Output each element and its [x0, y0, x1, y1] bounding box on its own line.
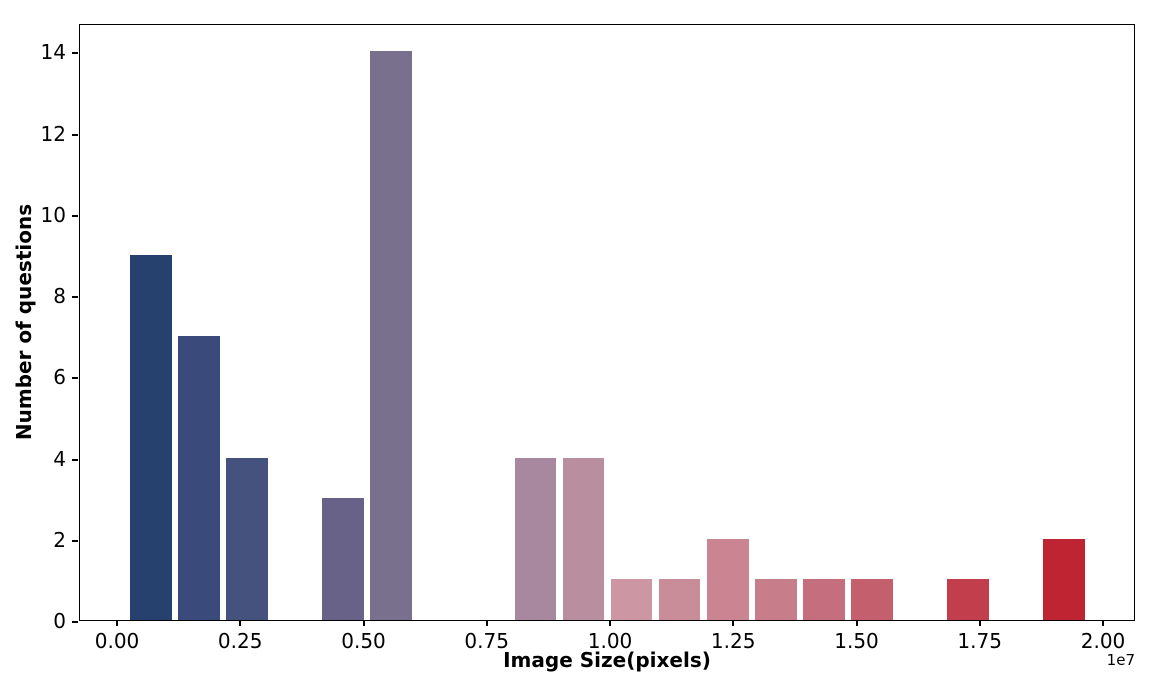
y-tick-label: 4 — [53, 446, 66, 471]
x-tick-label: 0.25 — [217, 629, 263, 653]
y-tick-mark — [72, 539, 78, 542]
y-tick-label: 2 — [53, 527, 66, 552]
x-axis-label: Image Size(pixels) — [503, 648, 711, 672]
y-tick-mark — [72, 458, 78, 461]
x-tick-mark — [116, 620, 118, 626]
x-tick-label: 1.75 — [957, 629, 1002, 653]
histogram-bar — [322, 498, 364, 620]
x-tick-label: 1.00 — [587, 629, 633, 653]
x-tick-mark — [855, 620, 858, 626]
y-tick-label: 10 — [40, 202, 66, 227]
histogram-bar — [130, 254, 172, 620]
x-tick-mark — [362, 620, 365, 626]
x-tick-label: 2.00 — [1080, 629, 1126, 653]
x-tick-label: 0.75 — [464, 629, 509, 653]
histogram-bar — [514, 457, 557, 620]
y-tick-mark — [72, 133, 78, 136]
histogram-bar — [226, 457, 268, 620]
x-tick-mark — [732, 620, 735, 626]
x-tick-mark — [239, 620, 242, 626]
y-tick-label: 14 — [40, 40, 66, 65]
y-tick-mark — [72, 621, 78, 623]
histogram-bar — [562, 457, 605, 620]
histogram-bar — [178, 335, 220, 620]
x-axis-offset-label: 1e7 — [1106, 651, 1135, 669]
plot-area: 0.00 0.25 0.50 0.75 1.00 1.25 1.50 1.75 2.00 0 2 4 6… — [41, 24, 1135, 653]
x-tick-label: 1.50 — [834, 629, 879, 653]
histogram-bar — [658, 579, 701, 620]
histogram-bar — [802, 579, 845, 620]
y-tick-mark — [72, 296, 78, 299]
histogram-bar — [851, 579, 893, 620]
y-tick-mark — [72, 214, 78, 217]
x-tick-mark — [485, 620, 488, 626]
histogram-bar — [1043, 538, 1085, 620]
x-tick-label: 0.50 — [341, 629, 386, 653]
histogram-bar — [754, 579, 797, 620]
y-tick-label: 8 — [53, 284, 66, 309]
y-tick-label: 12 — [40, 121, 66, 146]
x-tick-label: 0.00 — [94, 629, 140, 653]
x-tick-mark — [1102, 620, 1104, 626]
y-axis-label: Number of questions — [12, 203, 36, 441]
x-tick-label: 1.25 — [710, 629, 756, 653]
y-tick-label: 0 — [53, 609, 66, 633]
histogram-bar — [610, 579, 653, 620]
histogram-bar — [947, 579, 989, 620]
y-tick-label: 6 — [53, 365, 66, 390]
y-tick-mark — [72, 377, 78, 380]
histogram-bar — [370, 51, 413, 620]
histogram-bar — [706, 538, 749, 620]
y-tick-mark — [72, 52, 78, 55]
x-tick-mark — [978, 620, 981, 626]
x-tick-mark — [609, 620, 611, 626]
